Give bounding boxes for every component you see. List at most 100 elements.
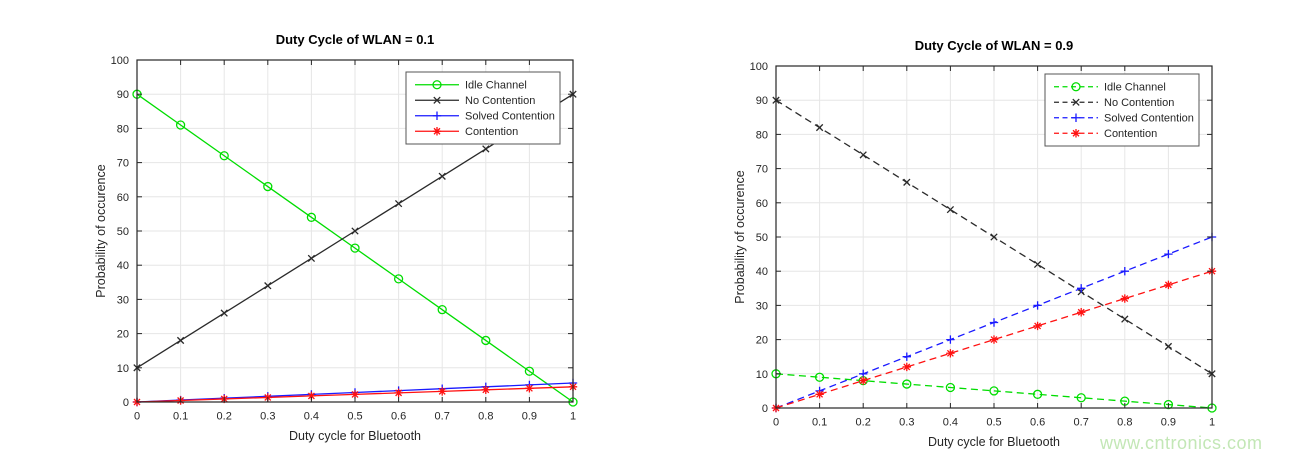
asterisk-marker-icon	[815, 390, 824, 399]
x-tick-label: 0.6	[1030, 417, 1045, 429]
x-tick-label: 0.8	[478, 411, 493, 423]
x-tick-label: 0.8	[1117, 417, 1132, 429]
x-tick-label: 0.1	[173, 411, 188, 423]
x-tick-label: 0.1	[812, 417, 827, 429]
legend-label: No Contention	[1104, 97, 1174, 109]
legend-item-solved-contention: Solved Contention	[1054, 113, 1194, 125]
y-tick-label: 90	[117, 89, 129, 101]
y-tick-label: 90	[756, 95, 768, 107]
legend-item-solved-contention: Solved Contention	[415, 111, 555, 123]
plus-marker-icon	[989, 318, 999, 327]
chart-0: 0 0.1 0.2 0.3 0.4 0.5 0.6 0.7 0.8 0.9 101020304050…	[94, 32, 578, 443]
legend-item-contention: Contention	[1054, 128, 1157, 140]
circle-marker-icon	[481, 335, 491, 346]
asterisk-marker-icon	[307, 391, 316, 401]
tick-marks	[136, 59, 574, 403]
asterisk-marker-icon	[481, 385, 490, 395]
asterisk-marker-icon	[438, 387, 447, 396]
circle-marker-icon	[524, 366, 535, 376]
legend-label: Contention	[465, 126, 518, 138]
y-tick-label: 70	[756, 164, 768, 176]
circle-marker-icon	[393, 274, 404, 284]
x-marker-icon	[176, 336, 185, 345]
circle-marker-icon	[989, 386, 999, 396]
legend-item-idle-channel: Idle Channel	[415, 80, 527, 92]
asterisk-marker-icon	[859, 376, 868, 385]
x-tick-label: 1	[570, 411, 576, 423]
x-tick-label: 0.9	[1161, 417, 1176, 429]
legend-item-idle-channel: Idle Channel	[1054, 82, 1166, 94]
x-marker-icon	[946, 205, 955, 214]
legend-label: Solved Contention	[1104, 113, 1194, 125]
asterisk-marker-icon	[946, 349, 955, 358]
x-tick-label: 1	[1209, 417, 1215, 429]
circle-marker-icon	[1032, 389, 1043, 399]
legend: Idle Channel No Contention Solved Contenti…	[405, 71, 561, 145]
chart-title: Duty Cycle of WLAN = 0.1	[276, 32, 435, 47]
x-marker-icon	[903, 178, 911, 186]
asterisk-marker-icon	[1120, 294, 1130, 303]
legend-item-no-contention: No Contention	[415, 95, 535, 107]
y-tick-label: 20	[117, 329, 129, 341]
tick-labels: 0 0.1 0.2 0.3 0.4 0.5 0.6 0.7 0.8 0.9 101020304050…	[750, 61, 1215, 429]
x-marker-icon	[815, 123, 824, 132]
legend-label: Idle Channel	[1104, 82, 1166, 94]
x-tick-label: 0.6	[391, 411, 406, 423]
y-tick-label: 0	[762, 403, 768, 415]
x-tick-label: 0.2	[856, 417, 871, 429]
y-tick-label: 50	[117, 226, 129, 238]
plus-marker-icon	[902, 352, 911, 361]
x-tick-label: 0.7	[435, 411, 450, 423]
circle-marker-icon	[437, 305, 447, 315]
x-tick-label: 0	[773, 417, 779, 429]
x-marker-icon	[1072, 98, 1080, 106]
asterisk-marker-icon	[525, 384, 534, 393]
x-tick-label: 0	[134, 411, 140, 423]
y-tick-label: 40	[756, 266, 768, 278]
plus-marker-icon	[1120, 267, 1130, 276]
y-tick-label: 100	[111, 55, 129, 67]
circle-marker-icon	[1076, 393, 1086, 403]
tick-marks	[775, 65, 1213, 409]
plus-marker-icon	[1071, 113, 1081, 122]
x-marker-icon	[264, 282, 272, 290]
y-tick-label: 60	[756, 198, 768, 210]
x-tick-label: 0.3	[899, 417, 914, 429]
y-tick-label: 80	[117, 123, 129, 135]
x-tick-label: 0.4	[943, 417, 958, 429]
circle-marker-icon	[263, 181, 273, 192]
x-tick-label: 0.5	[986, 417, 1001, 429]
x-marker-icon	[990, 233, 998, 241]
legend-label: No Contention	[465, 95, 535, 107]
legend-box	[1044, 73, 1200, 147]
x-tick-label: 0.9	[522, 411, 537, 423]
x-marker-icon	[394, 199, 403, 208]
circle-marker-icon	[350, 243, 360, 253]
circle-marker-icon	[175, 120, 186, 130]
asterisk-marker-icon	[432, 127, 442, 136]
asterisk-marker-icon	[1076, 308, 1086, 317]
circle-marker-icon	[814, 372, 825, 382]
asterisk-marker-icon	[989, 335, 999, 344]
asterisk-marker-icon	[350, 390, 360, 399]
y-tick-label: 0	[123, 397, 129, 409]
legend-box	[405, 71, 561, 145]
circle-marker-icon	[902, 379, 912, 389]
x-marker-icon	[351, 227, 359, 235]
x-marker-icon	[220, 309, 228, 317]
y-axis-label: Probability of occurence	[94, 164, 108, 297]
x-tick-label: 0.3	[260, 411, 275, 423]
legend: Idle Channel No Contention Solved Contenti…	[1044, 73, 1200, 147]
y-tick-label: 60	[117, 192, 129, 204]
asterisk-marker-icon	[1071, 129, 1081, 138]
y-tick-label: 50	[756, 232, 768, 244]
x-marker-icon	[433, 96, 441, 104]
y-tick-label: 30	[117, 294, 129, 306]
x-axis-label: Duty cycle for Bluetooth	[928, 435, 1060, 449]
series-line	[136, 93, 574, 403]
legend-label: Idle Channel	[465, 80, 527, 92]
plus-marker-icon	[432, 111, 442, 120]
x-marker-icon	[1164, 342, 1173, 351]
